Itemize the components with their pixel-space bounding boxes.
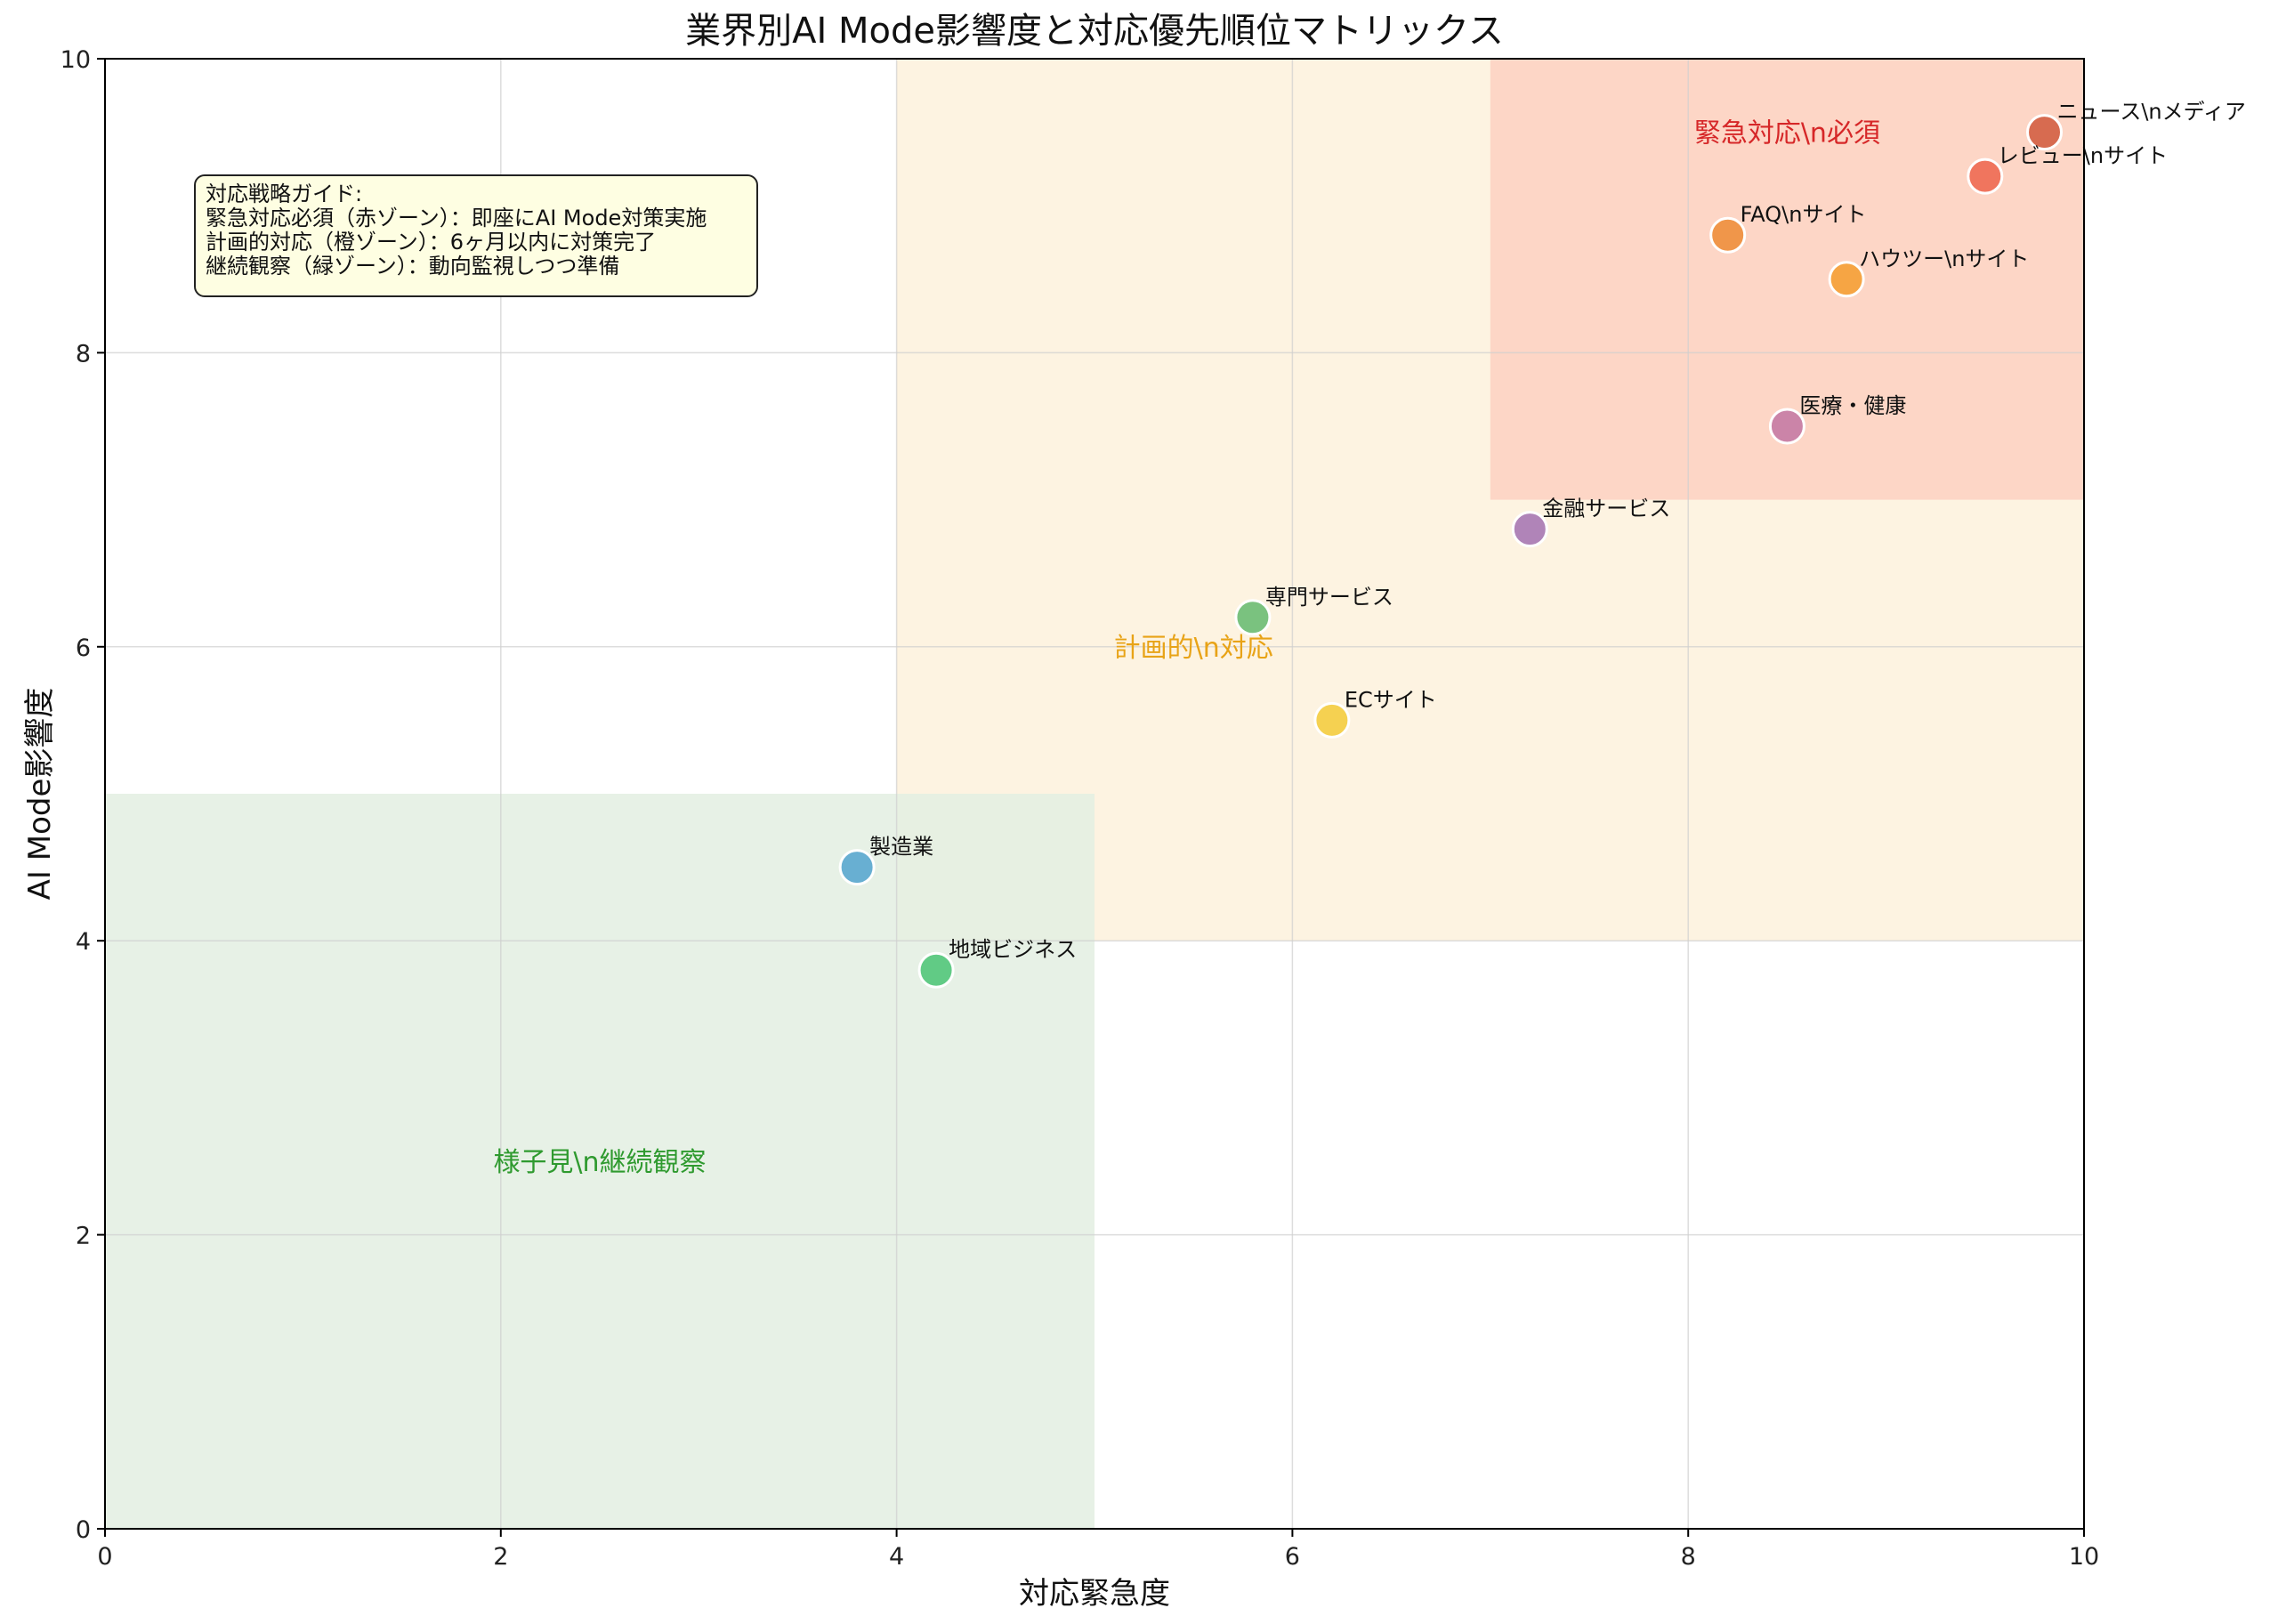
data-point	[1768, 408, 1805, 445]
data-point	[1967, 158, 2004, 195]
y-tick-label: 0	[76, 1516, 91, 1544]
guide-line: 緊急対応必須（赤ゾーン）：即座にAI Mode対策実施	[206, 206, 707, 230]
point-label: ハウツー\nサイト	[1859, 246, 2029, 271]
zone-label: 計画的\n対応	[1114, 633, 1273, 664]
data-point	[917, 951, 955, 989]
data-points	[838, 114, 2064, 989]
x-tick-label: 8	[1681, 1543, 1696, 1571]
point-label: 専門サービス	[1265, 585, 1393, 610]
plot-frame	[104, 58, 2085, 1530]
point-label: ニュース\nメディア	[2057, 100, 2246, 125]
x-tick-label: 2	[493, 1543, 508, 1571]
y-tick-label: 6	[76, 634, 91, 662]
data-point	[1828, 261, 1865, 298]
y-tick-label: 8	[76, 340, 91, 368]
chart-title: 業界別AI Mode影響度と対応優先順位マトリックス	[685, 11, 1504, 52]
x-tick-label: 4	[889, 1543, 904, 1571]
data-point	[2026, 114, 2064, 151]
point-label: 金融サービス	[1542, 497, 1670, 521]
guide-line: 対応戦略ガイド:	[206, 182, 362, 206]
y-axis-label: AI Mode影響度	[22, 688, 58, 901]
guide-line: 継続観察（緑ゾーン）：動向監視しつつ準備	[206, 254, 619, 279]
axis-ticks: 0 2 4 6 8 10 0 2 4 6 8 10	[61, 46, 2100, 1571]
data-point	[1709, 216, 1747, 254]
gridlines	[105, 59, 2084, 1529]
zone-2	[105, 794, 1095, 1529]
data-point	[1313, 701, 1351, 739]
data-point	[1234, 599, 1272, 636]
x-tick-label: 6	[1285, 1543, 1300, 1571]
point-label: 地域ビジネス	[949, 937, 1077, 962]
x-tick-label: 0	[97, 1543, 112, 1571]
point-label: 医療・健康	[1799, 393, 1906, 418]
strategy-guide: 対応戦略ガイド:緊急対応必須（赤ゾーン）：即座にAI Mode対策実施計画的対応…	[194, 174, 758, 297]
guide-box	[194, 174, 758, 297]
zones	[105, 59, 2084, 1529]
point-label: FAQ\nサイト	[1741, 202, 1867, 227]
point-label: ECサイト	[1345, 687, 1437, 712]
zone-label: 緊急対応\n必須	[1694, 118, 1880, 149]
data-point	[1511, 511, 1548, 548]
x-tick-label: 10	[2069, 1543, 2099, 1571]
y-tick-label: 10	[61, 46, 91, 74]
guide-line: 計画的対応（橙ゾーン）：6ヶ月以内に対策完了	[206, 230, 656, 255]
point-label: レビュー\nサイト	[1998, 143, 2168, 168]
x-axis-label: 対応緊急度	[1019, 1576, 1170, 1612]
data-point	[838, 849, 876, 886]
y-tick-label: 4	[76, 928, 91, 956]
y-tick-label: 2	[76, 1223, 91, 1250]
zone-label: 様子見\n継続観察	[493, 1147, 706, 1178]
point-label: 製造業	[869, 835, 933, 860]
